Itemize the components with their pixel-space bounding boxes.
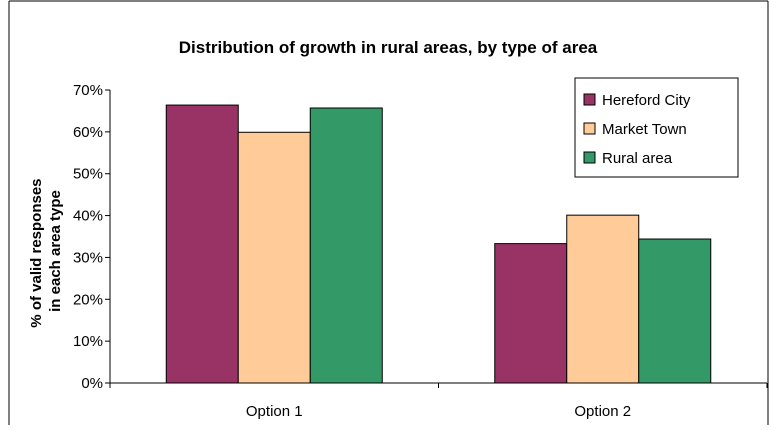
legend-swatch	[583, 122, 596, 135]
y-axis-label-line-2: in each area type	[47, 190, 64, 312]
y-axis-label: % of valid responses in each area type	[28, 174, 64, 327]
plot-area: 0% 10% 20% 30% 40% 50% 60% 70% Option 1 Option 2	[73, 82, 768, 420]
bar-hereford-city-1	[165, 104, 239, 384]
bar-market-town-1	[237, 131, 311, 384]
legend-label: Market Town	[602, 121, 687, 138]
legend: Hereford City Market Town Rural area	[574, 77, 739, 178]
legend-box	[574, 77, 739, 178]
y-tick-label: 40%	[73, 208, 103, 225]
bar-market-town-2	[566, 214, 640, 384]
bar-rural-area-2	[638, 238, 712, 384]
y-tick-label: 10%	[73, 333, 103, 350]
legend-label: Hereford City	[602, 92, 691, 109]
y-tick-label: 60%	[73, 124, 103, 141]
legend-swatch	[583, 151, 596, 164]
y-tick-label: 70%	[73, 82, 103, 99]
y-tick-label: 50%	[73, 166, 103, 183]
x-tick-label: Option 1	[246, 403, 303, 420]
bar-hereford-city-2	[494, 243, 568, 384]
y-tick-label: 20%	[73, 291, 103, 308]
legend-label: Rural area	[602, 150, 673, 167]
y-tick-label: 0%	[81, 375, 103, 392]
legend-swatch	[583, 93, 596, 106]
y-tick-label: 30%	[73, 249, 103, 266]
y-axis-label-line-1: % of valid responses	[28, 178, 45, 327]
bar-rural-area-1	[309, 107, 383, 384]
x-tick-label: Option 2	[574, 403, 631, 420]
chart-title: Distribution of growth in rural areas, b…	[179, 38, 598, 57]
